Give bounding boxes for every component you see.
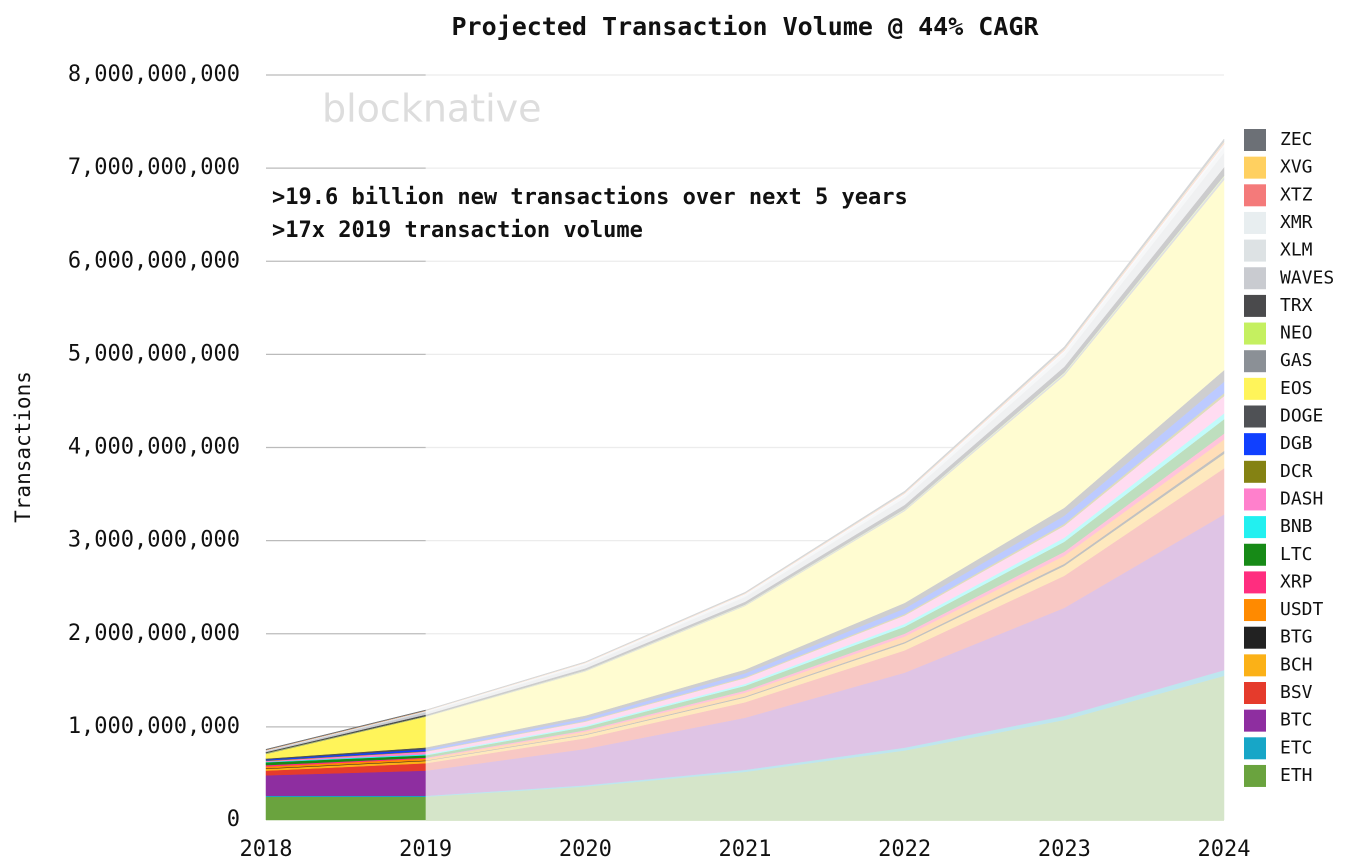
legend-label: LTC [1280,544,1313,565]
annotation: >19.6 billion new transactions over next… [272,185,908,210]
legend-swatch [1244,488,1266,511]
legend-label: DOGE [1280,406,1323,427]
y-tick-label: 0 [227,807,240,832]
y-axis-title: Transactions [11,371,35,523]
legend-label: BTC [1280,710,1313,731]
legend-swatch [1244,682,1266,704]
legend-label: BNB [1280,516,1313,537]
legend-swatch [1244,516,1266,539]
legend-swatch [1244,599,1266,622]
legend-swatch [1244,184,1266,207]
legend-label: DASH [1280,488,1323,509]
x-tick-label: 2022 [878,837,931,862]
legend-swatch [1244,460,1266,483]
legend-swatch [1244,405,1266,428]
legend-label: ETH [1280,765,1313,786]
legend-swatch [1244,764,1266,787]
legend-swatch [1244,543,1266,566]
chart-title: Projected Transaction Volume @ 44% CAGR [452,12,1040,41]
legend-swatch [1244,737,1266,760]
legend-label: DCR [1280,461,1313,482]
legend-swatch [1244,377,1266,400]
legend-swatch [1244,654,1266,677]
legend-label: TRX [1280,295,1313,316]
legend-swatch [1244,211,1266,234]
legend-label: GAS [1280,350,1313,371]
watermark: blocknative [322,87,542,131]
legend-swatch [1244,626,1266,649]
legend-swatch [1244,433,1266,456]
legend-label: EOS [1280,378,1313,399]
x-tick-label: 2024 [1198,837,1251,862]
legend-swatch [1244,571,1266,594]
legend-label: DGB [1280,433,1313,454]
legend-swatch [1244,294,1266,317]
y-tick-label: 4,000,000,000 [68,435,240,460]
legend-label: USDT [1280,599,1324,620]
legend-swatch [1244,322,1266,345]
legend-label: XMR [1280,212,1313,233]
legend-swatch [1244,156,1266,179]
legend-label: XLM [1280,240,1313,261]
legend-swatch [1244,350,1266,373]
y-tick-label: 7,000,000,000 [68,155,240,180]
y-tick-label: 1,000,000,000 [68,714,240,739]
legend-swatch [1244,239,1266,262]
legend-label: BSV [1280,682,1313,703]
x-tick-label: 2023 [1038,837,1091,862]
legend-label: BTG [1280,627,1313,648]
y-tick-label: 6,000,000,000 [68,248,240,273]
y-tick-label: 5,000,000,000 [68,341,240,366]
x-tick-label: 2019 [399,837,452,862]
x-tick-label: 2021 [719,837,772,862]
legend-label: BCH [1280,654,1313,675]
legend-label: ETC [1280,737,1313,758]
x-tick-label: 2020 [559,837,612,862]
legend-swatch [1244,709,1266,732]
x-tick-label: 2018 [240,837,293,862]
annotation: >17x 2019 transaction volume [272,218,643,243]
y-tick-label: 3,000,000,000 [68,528,240,553]
legend-label: WAVES [1280,267,1334,288]
legend-label: XVG [1280,157,1313,178]
legend-swatch [1244,267,1266,290]
legend-swatch [1244,129,1266,151]
legend-label: XRP [1280,571,1313,592]
projection-overlay [425,65,1229,820]
legend-label: XTZ [1280,184,1313,205]
y-tick-label: 2,000,000,000 [68,621,240,646]
y-tick-label: 8,000,000,000 [68,62,240,87]
legend-label: NEO [1280,323,1313,344]
legend-label: ZEC [1280,129,1313,150]
